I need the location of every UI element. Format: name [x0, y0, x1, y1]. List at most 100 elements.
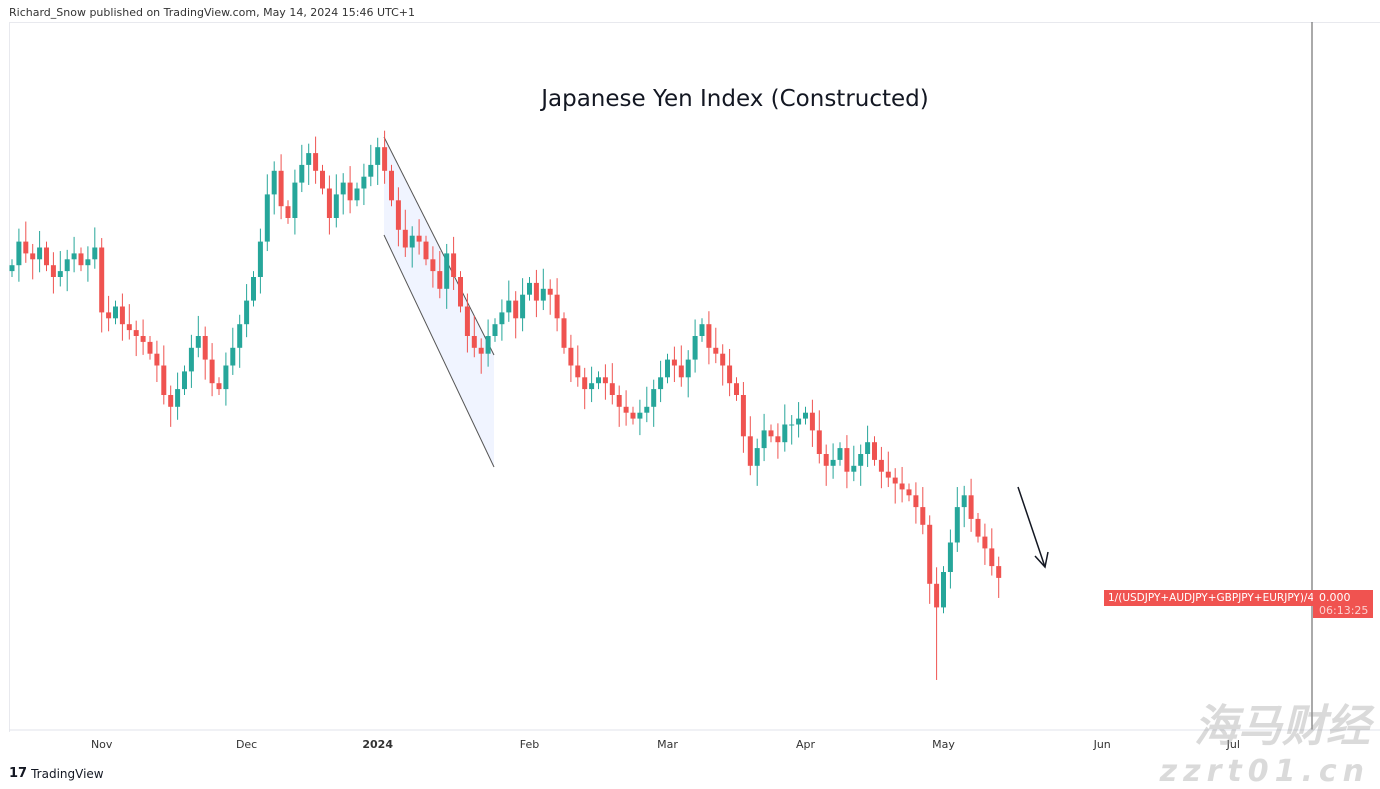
candle[interactable]	[720, 344, 726, 386]
channel-upper-line[interactable]	[383, 136, 495, 356]
candle[interactable]	[803, 406, 808, 425]
candle[interactable]	[99, 238, 105, 333]
candle[interactable]	[851, 445, 857, 482]
candle[interactable]	[506, 280, 512, 322]
candle[interactable]	[782, 404, 788, 452]
candle[interactable]	[361, 163, 367, 206]
parallel-channel[interactable]	[384, 137, 494, 467]
candle[interactable]	[706, 311, 712, 365]
candle[interactable]	[444, 243, 450, 309]
candle[interactable]	[30, 243, 36, 280]
candle[interactable]	[892, 468, 898, 504]
candle[interactable]	[50, 252, 56, 294]
candle[interactable]	[602, 364, 608, 400]
candle[interactable]	[140, 319, 146, 355]
candle[interactable]	[478, 338, 484, 374]
candle[interactable]	[44, 241, 49, 272]
candle[interactable]	[947, 529, 953, 589]
candle[interactable]	[637, 399, 643, 436]
candle[interactable]	[727, 348, 733, 397]
candle[interactable]	[547, 279, 553, 315]
candle[interactable]	[306, 143, 312, 185]
candle[interactable]	[658, 360, 664, 403]
candle[interactable]	[685, 350, 691, 398]
candle[interactable]	[789, 415, 795, 445]
candle[interactable]	[554, 278, 560, 332]
candle[interactable]	[347, 166, 353, 214]
candle[interactable]	[968, 478, 974, 532]
candle[interactable]	[161, 345, 167, 405]
candle[interactable]	[368, 144, 374, 187]
candle[interactable]	[927, 515, 933, 604]
candle[interactable]	[168, 385, 174, 427]
candle[interactable]	[678, 345, 684, 387]
candle[interactable]	[582, 367, 588, 410]
candle[interactable]	[464, 293, 470, 353]
candle[interactable]	[747, 416, 753, 476]
candle[interactable]	[961, 485, 967, 528]
candle[interactable]	[126, 304, 132, 340]
candle[interactable]	[106, 295, 112, 332]
candle[interactable]	[623, 390, 629, 426]
candle[interactable]	[499, 299, 505, 341]
candle[interactable]	[313, 136, 319, 184]
candle[interactable]	[485, 319, 491, 367]
candle[interactable]	[533, 269, 539, 318]
candle[interactable]	[37, 230, 43, 273]
candle[interactable]	[251, 271, 256, 307]
candle[interactable]	[865, 425, 871, 467]
candle[interactable]	[354, 182, 360, 207]
candle[interactable]	[830, 443, 836, 479]
candle[interactable]	[244, 284, 250, 338]
candle[interactable]	[92, 227, 98, 269]
candle[interactable]	[16, 228, 22, 282]
candle[interactable]	[644, 386, 650, 423]
candle[interactable]	[837, 442, 843, 466]
candle[interactable]	[382, 130, 388, 184]
candle[interactable]	[285, 200, 291, 224]
candle[interactable]	[202, 326, 208, 380]
candle[interactable]	[326, 175, 332, 235]
candle[interactable]	[768, 424, 774, 443]
candle[interactable]	[9, 259, 15, 277]
candle[interactable]	[430, 246, 436, 288]
candle[interactable]	[527, 277, 532, 301]
candle[interactable]	[175, 372, 181, 420]
candle[interactable]	[982, 523, 988, 565]
candle[interactable]	[216, 377, 222, 395]
candle[interactable]	[416, 219, 422, 255]
candle[interactable]	[154, 340, 160, 383]
candle[interactable]	[761, 413, 767, 462]
candle[interactable]	[665, 353, 670, 384]
candle[interactable]	[188, 334, 194, 388]
candle[interactable]	[561, 312, 567, 354]
candle[interactable]	[513, 291, 519, 339]
chart-pane[interactable]	[9, 22, 1380, 732]
candle[interactable]	[934, 567, 940, 680]
candle[interactable]	[596, 371, 601, 390]
candle[interactable]	[575, 345, 581, 387]
candle[interactable]	[699, 318, 705, 342]
candle[interactable]	[299, 144, 305, 193]
candle[interactable]	[402, 209, 408, 257]
candle[interactable]	[237, 314, 243, 368]
candle[interactable]	[333, 174, 339, 228]
candle[interactable]	[823, 444, 829, 486]
candle[interactable]	[223, 352, 229, 406]
candle[interactable]	[568, 334, 574, 383]
candle[interactable]	[996, 556, 1002, 598]
candle[interactable]	[809, 399, 815, 447]
candle[interactable]	[78, 247, 84, 272]
candle[interactable]	[671, 346, 677, 383]
candle[interactable]	[119, 293, 125, 341]
candle[interactable]	[740, 382, 746, 453]
candle[interactable]	[885, 451, 891, 488]
candle[interactable]	[796, 402, 802, 438]
candle[interactable]	[389, 164, 394, 207]
candle[interactable]	[257, 228, 263, 294]
candle[interactable]	[409, 226, 415, 268]
candle[interactable]	[57, 251, 63, 287]
candle[interactable]	[989, 528, 995, 576]
candle[interactable]	[913, 482, 919, 524]
candle[interactable]	[754, 438, 760, 486]
